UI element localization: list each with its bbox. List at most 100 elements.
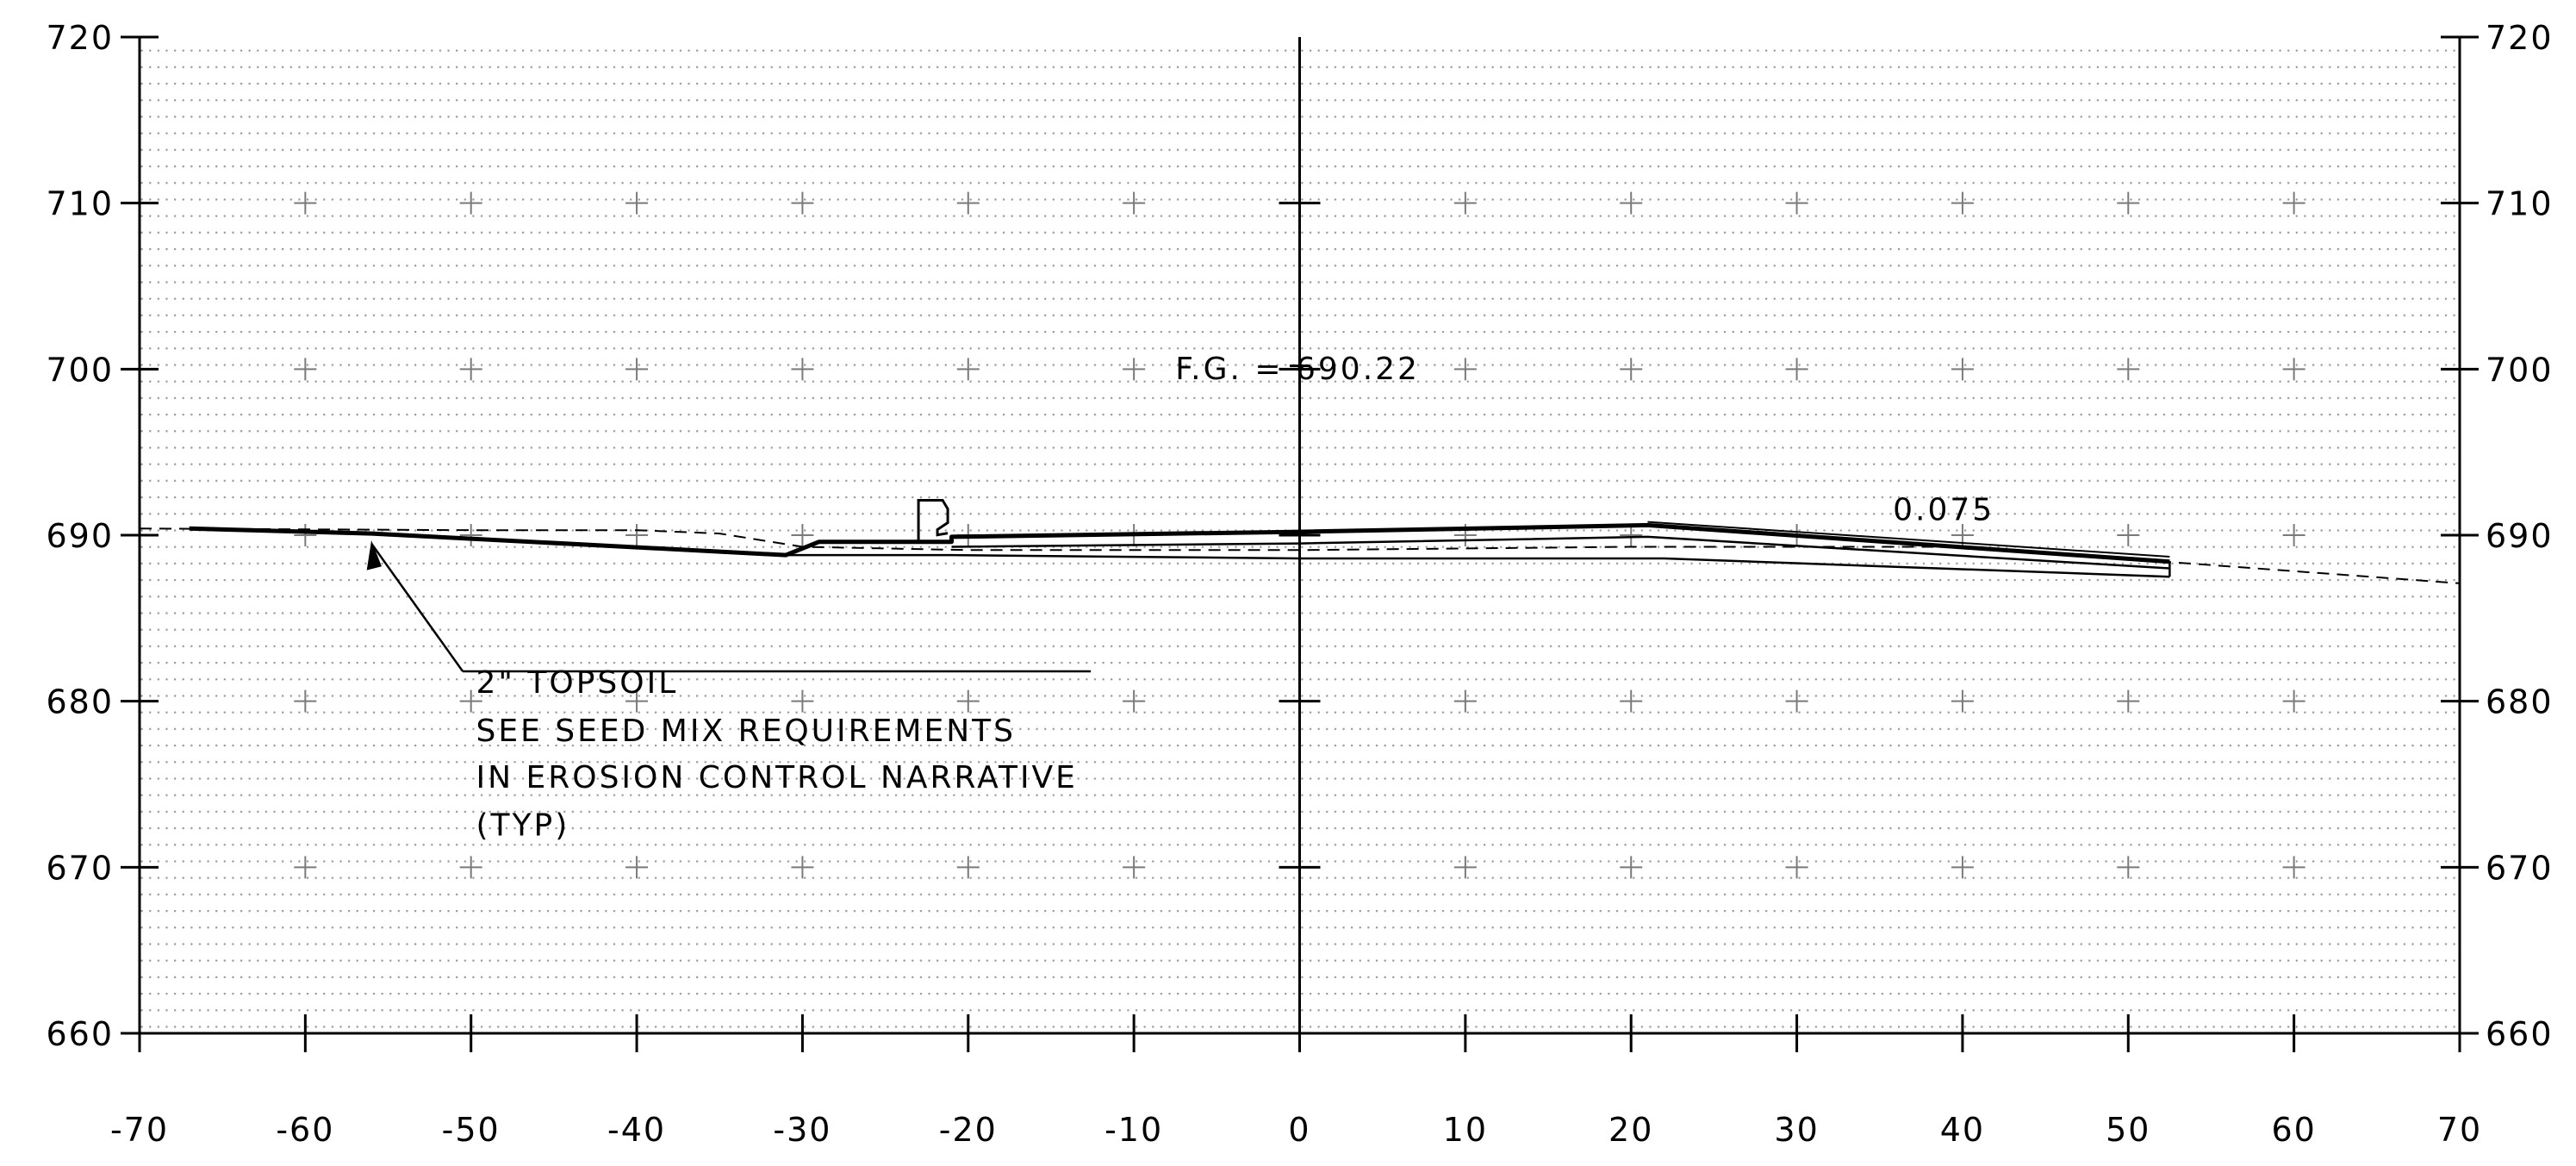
grid-crosses: [294, 191, 2305, 879]
y-tick-label-right: 710: [2486, 185, 2554, 223]
grid-cross: [956, 856, 980, 879]
grid-cross: [294, 358, 317, 381]
grid-cross: [1620, 191, 1643, 215]
x-tick-label: 20: [1608, 1111, 1653, 1149]
x-tick-label: -10: [1104, 1111, 1163, 1149]
grid-cross: [1453, 191, 1477, 215]
grid-cross: [2117, 358, 2140, 381]
grid-cross: [294, 524, 317, 546]
y-tick-label-left: 690: [46, 517, 114, 555]
y-tick-label-left: 680: [46, 683, 114, 721]
note-arrowhead: [366, 540, 382, 571]
y-tick-label-left: 660: [46, 1015, 114, 1053]
slope-leader: [1647, 521, 2170, 558]
note-line-topsoil: 2" TOPSOIL: [476, 665, 678, 701]
grid-cross: [294, 856, 317, 879]
x-tick-label: 60: [2271, 1111, 2316, 1149]
grid-cross: [1785, 358, 1808, 381]
y-tick-label-left: 710: [46, 185, 114, 223]
x-tick-label: -60: [276, 1111, 334, 1149]
grid-cross: [1951, 358, 1974, 381]
grid-cross: [1123, 689, 1146, 713]
grid-cross: [1785, 689, 1808, 713]
grid-cross: [625, 689, 649, 713]
grid-cross: [625, 358, 649, 381]
grid-cross: [791, 856, 814, 879]
grid-cross: [1785, 856, 1808, 879]
grid-cross: [2282, 524, 2305, 546]
grid-cross: [1123, 856, 1146, 879]
x-tick-label: 70: [2437, 1111, 2482, 1149]
x-tick-label: -30: [773, 1111, 831, 1149]
grid-cross: [459, 358, 482, 381]
y-tick-label-right: 700: [2486, 351, 2554, 389]
y-tick-label-left: 700: [46, 351, 114, 389]
slope-label: 0.075: [1893, 493, 1994, 528]
grid-cross: [1785, 191, 1808, 215]
x-tick-label: -50: [442, 1111, 501, 1149]
curb: [917, 499, 949, 542]
grid-cross: [1453, 856, 1477, 879]
grid-cross: [625, 524, 649, 546]
pavement-bottom-line: [951, 535, 2170, 570]
grid-cross: [791, 191, 814, 215]
grid-cross: [1453, 689, 1477, 713]
grid-cross: [791, 689, 814, 713]
grid-cross: [2117, 524, 2140, 546]
grid-cross: [294, 191, 317, 215]
x-tick-label: -70: [110, 1111, 169, 1149]
grid-cross: [1620, 524, 1643, 546]
grid-cross: [1620, 358, 1643, 381]
grid-cross: [459, 689, 482, 713]
grid-cross: [2117, 191, 2140, 215]
x-tick-label: -20: [939, 1111, 998, 1149]
grid-cross: [625, 191, 649, 215]
note-line-seed-mix: SEE SEED MIX REQUIREMENTS: [476, 714, 1015, 749]
section-lines: [139, 364, 2461, 673]
grid-cross: [625, 856, 649, 879]
grid-cross: [956, 689, 980, 713]
proposed-surface-line: [189, 522, 2170, 564]
grid-cross: [2117, 689, 2140, 713]
grid-cross: [2117, 856, 2140, 879]
grid-cross: [1951, 689, 1974, 713]
grid-cross: [1123, 191, 1146, 215]
note-leader-line: [370, 543, 464, 672]
subbase-bottom-line: [786, 553, 2170, 578]
y-tick-label-left: 720: [46, 19, 114, 57]
x-tick-label: 0: [1288, 1111, 1310, 1149]
grid-cross: [956, 191, 980, 215]
y-tick-label-right: 720: [2486, 19, 2554, 57]
grid-cross: [1951, 856, 1974, 879]
grid-cross: [1123, 358, 1146, 381]
x-tick-label: 10: [1443, 1111, 1488, 1149]
x-tick-label: 40: [1940, 1111, 1985, 1149]
grid-cross: [791, 358, 814, 381]
x-tick-label: -40: [607, 1111, 666, 1149]
grid-cross: [459, 856, 482, 879]
grid-cross: [2282, 191, 2305, 215]
note-line-typical: (TYP): [476, 808, 569, 844]
x-tick-label: 50: [2106, 1111, 2150, 1149]
y-tick-label-left: 670: [46, 849, 114, 887]
grid-cross: [294, 689, 317, 713]
grid-cross: [1453, 358, 1477, 381]
y-tick-label-right: 670: [2486, 849, 2554, 887]
grid-cross: [2282, 856, 2305, 879]
grid-cross: [2282, 358, 2305, 381]
y-tick-label-right: 690: [2486, 517, 2554, 555]
y-tick-label-right: 680: [2486, 683, 2554, 721]
grid-cross: [1620, 856, 1643, 879]
x-tick-label: 30: [1774, 1111, 1819, 1149]
labels: F.G. = 690.22 0.075 2" TOPSOIL SEE SEED …: [476, 352, 1994, 844]
grid-cross: [2282, 689, 2305, 713]
grid-cross: [791, 524, 814, 546]
grid-cross: [1620, 689, 1643, 713]
grid-cross: [459, 524, 482, 546]
finished-grade-label: F.G. = 690.22: [1175, 352, 1420, 387]
note-line-erosion-control: IN EROSION CONTROL NARRATIVE: [476, 760, 1077, 795]
y-tick-label-right: 660: [2486, 1015, 2554, 1053]
grid-cross: [459, 191, 482, 215]
